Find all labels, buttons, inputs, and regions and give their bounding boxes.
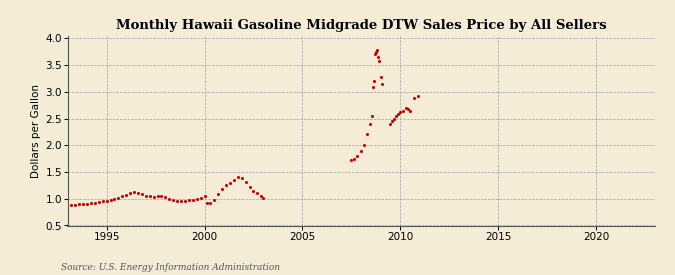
Point [90,200,101,205]
Point [398,108,408,113]
Point [213,192,223,197]
Point [105,198,116,202]
Point [152,194,163,198]
Point [164,197,175,201]
Point [356,148,367,153]
Point [371,50,381,54]
Point [132,191,143,196]
Point [171,199,182,203]
Point [93,200,104,204]
Point [136,192,147,197]
Point [370,52,381,57]
Point [191,197,202,201]
Title: Monthly Hawaii Gasoline Midgrade DTW Sales Price by All Sellers: Monthly Hawaii Gasoline Midgrade DTW Sal… [116,19,606,32]
Point [346,158,356,163]
Point [125,191,136,196]
Point [144,194,155,198]
Point [371,48,382,52]
Point [232,175,243,180]
Point [252,191,263,196]
Point [97,199,108,204]
Point [117,194,128,198]
Point [113,196,124,200]
Point [368,84,379,89]
Point [188,198,198,202]
Point [199,194,210,198]
Point [66,203,77,207]
Point [240,180,251,184]
Point [375,75,386,79]
Point [364,122,375,126]
Point [129,190,140,194]
Point [109,197,120,201]
Point [180,199,190,204]
Point [358,143,369,147]
Point [236,176,247,181]
Point [86,201,97,205]
Point [176,199,186,204]
Point [202,201,213,205]
Point [391,114,402,118]
Point [78,201,88,206]
Point [221,183,232,188]
Point [121,193,132,197]
Point [74,202,84,206]
Point [373,55,383,59]
Point [101,199,112,203]
Point [160,194,171,199]
Point [70,202,81,207]
Point [362,131,373,136]
Point [408,96,419,100]
Point [225,181,236,185]
Point [389,116,400,121]
Point [387,119,398,123]
Point [82,201,92,206]
Point [412,94,423,98]
Point [349,156,360,161]
Point [156,193,167,198]
Point [373,59,384,63]
Point [393,112,404,117]
Text: Source: U.S. Energy Information Administration: Source: U.S. Energy Information Administ… [61,263,279,272]
Point [403,107,414,111]
Point [385,122,396,126]
Point [195,196,206,200]
Point [140,193,151,198]
Point [352,154,362,158]
Point [217,187,227,191]
Point [401,106,412,110]
Point [369,79,380,83]
Point [209,198,219,202]
Point [256,194,267,198]
Point [228,178,239,182]
Point [395,110,406,114]
Point [148,194,159,199]
Point [258,196,269,200]
Point [367,114,377,118]
Point [184,198,194,203]
Point [244,185,255,189]
Point [404,108,415,113]
Point [248,189,259,193]
Y-axis label: Dollars per Gallon: Dollars per Gallon [31,84,41,178]
Point [377,82,387,86]
Point [168,198,179,203]
Point [205,200,216,205]
